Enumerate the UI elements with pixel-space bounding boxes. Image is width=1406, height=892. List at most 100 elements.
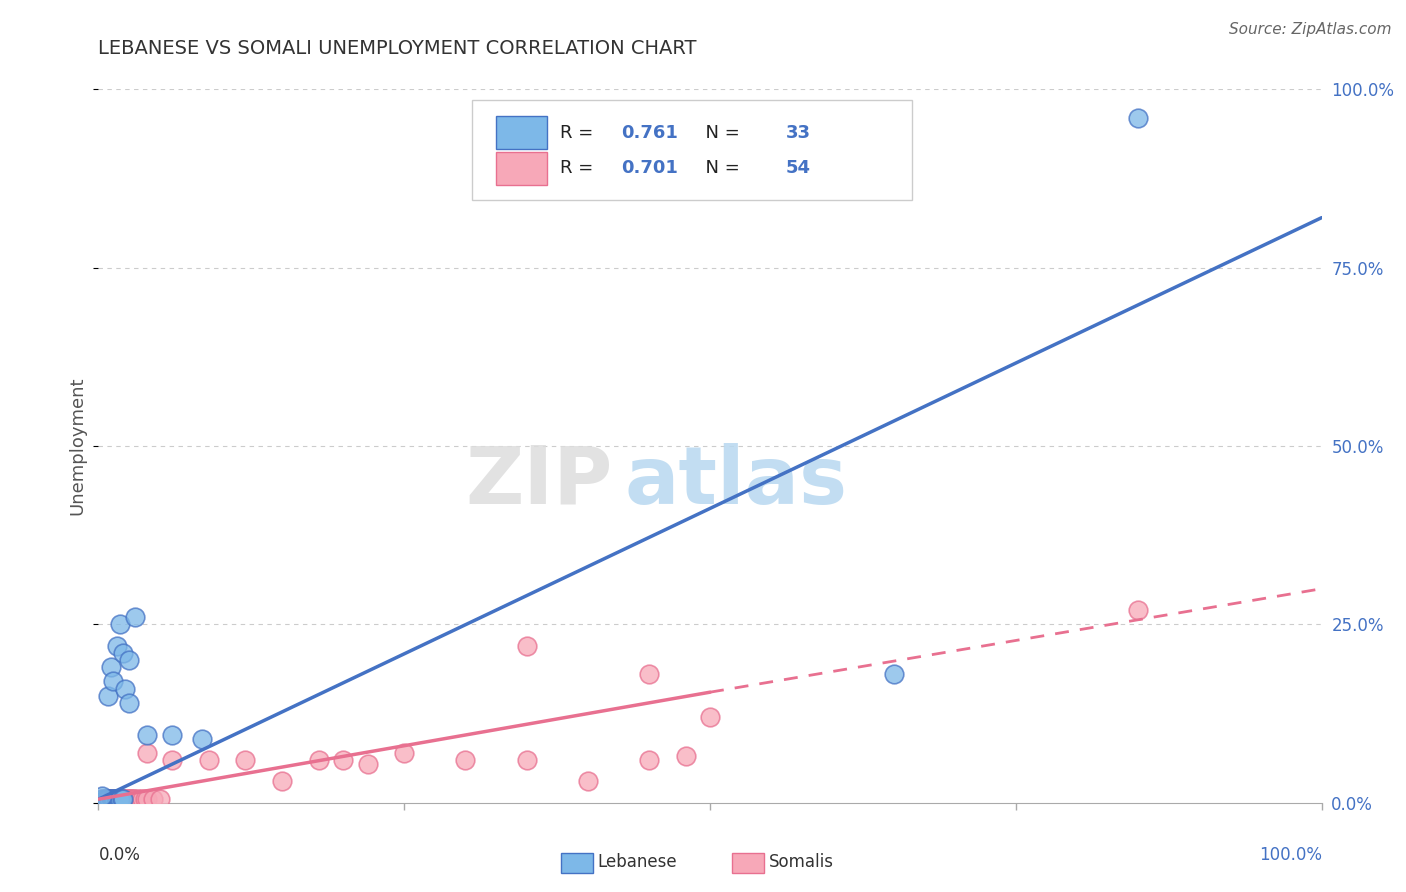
Point xyxy=(110,792,132,806)
Point xyxy=(134,792,156,806)
Point xyxy=(1128,111,1150,125)
Point xyxy=(576,774,599,789)
Point xyxy=(101,792,124,806)
Point xyxy=(121,792,143,806)
Point xyxy=(1128,603,1150,617)
Point xyxy=(356,756,378,771)
Text: 33: 33 xyxy=(786,124,811,142)
Point xyxy=(101,792,124,806)
Text: Lebanese: Lebanese xyxy=(598,853,678,871)
Point xyxy=(104,792,127,806)
Point xyxy=(515,753,537,767)
Point xyxy=(160,728,183,742)
Point xyxy=(149,792,172,806)
FancyBboxPatch shape xyxy=(561,853,592,873)
Text: Source: ZipAtlas.com: Source: ZipAtlas.com xyxy=(1229,22,1392,37)
Text: Somalis: Somalis xyxy=(769,853,834,871)
Point xyxy=(91,792,114,806)
Point xyxy=(100,792,122,806)
Point xyxy=(233,753,256,767)
Point xyxy=(110,617,132,632)
Y-axis label: Unemployment: Unemployment xyxy=(69,376,87,516)
Point xyxy=(93,792,115,806)
Point xyxy=(115,792,138,806)
Point xyxy=(96,792,118,806)
Point xyxy=(94,792,117,806)
Text: R =: R = xyxy=(560,160,599,178)
Point xyxy=(103,792,125,806)
Point xyxy=(638,753,661,767)
Point xyxy=(101,792,124,806)
Text: LEBANESE VS SOMALI UNEMPLOYMENT CORRELATION CHART: LEBANESE VS SOMALI UNEMPLOYMENT CORRELAT… xyxy=(98,39,697,58)
Point xyxy=(118,696,141,710)
FancyBboxPatch shape xyxy=(496,152,547,185)
Point xyxy=(191,731,214,746)
Point xyxy=(96,792,118,806)
Point xyxy=(97,792,120,806)
Point xyxy=(94,792,117,806)
Point xyxy=(392,746,416,760)
Point xyxy=(104,792,127,806)
Point xyxy=(101,674,124,689)
Point xyxy=(111,792,134,806)
Point xyxy=(97,689,120,703)
Point xyxy=(101,792,124,806)
Point xyxy=(136,792,159,806)
Text: N =: N = xyxy=(695,124,745,142)
Point xyxy=(112,792,135,806)
Point xyxy=(91,792,114,806)
Text: 100.0%: 100.0% xyxy=(1258,846,1322,863)
Point xyxy=(332,753,354,767)
Point xyxy=(454,753,477,767)
Point xyxy=(103,792,125,806)
Point xyxy=(124,610,146,624)
Point xyxy=(98,792,121,806)
Point xyxy=(107,792,129,806)
Point xyxy=(131,792,153,806)
Point xyxy=(129,792,152,806)
Point xyxy=(108,792,131,806)
Point xyxy=(117,792,139,806)
Text: N =: N = xyxy=(695,160,745,178)
Point xyxy=(93,792,115,806)
Point xyxy=(308,753,330,767)
Point xyxy=(98,792,121,806)
Point xyxy=(127,792,149,806)
Point xyxy=(160,753,183,767)
Point xyxy=(197,753,219,767)
Point xyxy=(515,639,537,653)
Text: atlas: atlas xyxy=(624,442,848,521)
Point xyxy=(675,749,697,764)
Point xyxy=(100,792,122,806)
Point xyxy=(270,774,294,789)
Point xyxy=(108,792,131,806)
Text: 54: 54 xyxy=(786,160,811,178)
Point xyxy=(111,792,134,806)
Point xyxy=(105,792,128,806)
Point xyxy=(122,792,145,806)
Point xyxy=(118,653,141,667)
Point xyxy=(699,710,721,724)
Point xyxy=(124,792,146,806)
FancyBboxPatch shape xyxy=(733,853,763,873)
Point xyxy=(114,792,136,806)
Point xyxy=(110,792,132,806)
Text: ZIP: ZIP xyxy=(465,442,612,521)
Point xyxy=(118,792,141,806)
Point xyxy=(97,792,120,806)
Point xyxy=(91,792,114,806)
Point xyxy=(120,792,142,806)
Point xyxy=(111,646,134,660)
Point xyxy=(136,728,159,742)
Point xyxy=(111,792,134,806)
Point xyxy=(114,681,136,696)
Point xyxy=(107,792,129,806)
Point xyxy=(111,792,134,806)
FancyBboxPatch shape xyxy=(496,116,547,149)
Point xyxy=(91,789,114,803)
Text: 0.0%: 0.0% xyxy=(98,846,141,863)
FancyBboxPatch shape xyxy=(471,100,912,200)
Point xyxy=(142,792,165,806)
Point xyxy=(883,667,905,681)
Point xyxy=(105,639,128,653)
